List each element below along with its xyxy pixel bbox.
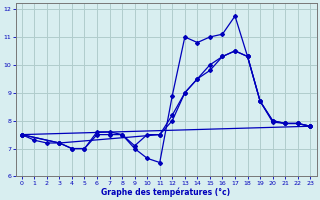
X-axis label: Graphe des températures (°c): Graphe des températures (°c) [101,187,231,197]
